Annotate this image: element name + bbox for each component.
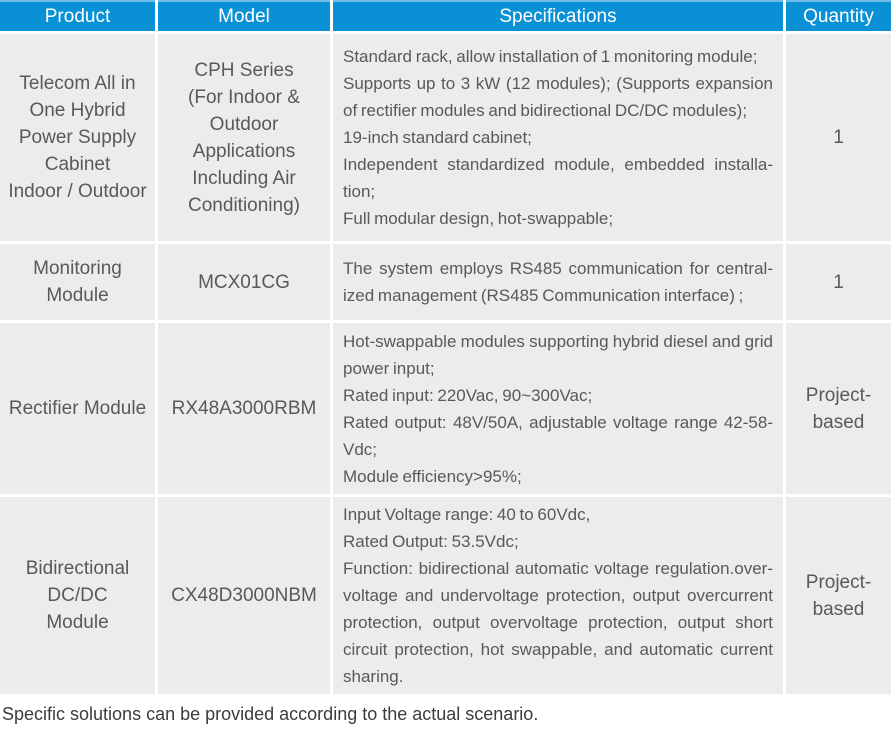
column-header-specifications: Specifications [333, 0, 783, 31]
specs-cell-telecom-cabinet: Standard rack, allow installation of 1 m… [333, 34, 783, 241]
model-cell-cph-series: CPH Series (For Indoor & Outdoor Applicat… [158, 34, 330, 241]
model-cell-mcx01cg: MCX01CG [158, 244, 330, 320]
specs-cell-rectifier-module: Hot-swappable modules supporting hybrid … [333, 323, 783, 494]
model-cell-rx48a3000rbm: RX48A3000RBM [158, 323, 330, 494]
product-spec-table: Product Model Specifications Quantity Te… [0, 0, 891, 694]
quantity-cell-telecom-cabinet: 1 [786, 34, 891, 241]
product-cell-monitoring-module: Monitoring Module [0, 244, 155, 320]
product-cell-telecom-cabinet: Telecom All in One Hybrid Power Supply C… [0, 34, 155, 241]
specs-cell-monitoring-module: The system employs RS485 communication f… [333, 244, 783, 320]
specs-cell-bidirectional-dcdc: Input Voltage range: 40 to 60Vdc, Rated O… [333, 497, 783, 694]
footer-note: Specific solutions can be provided accor… [2, 704, 539, 724]
product-cell-bidirectional-dcdc: Bidirectional DC/DC Module [0, 497, 155, 694]
product-cell-rectifier-module: Rectifier Module [0, 323, 155, 494]
quantity-cell-monitoring-module: 1 [786, 244, 891, 320]
column-header-model: Model [158, 0, 330, 31]
quantity-cell-rectifier-module: Project-based [786, 323, 891, 494]
model-cell-cx48d3000nbm: CX48D3000NBM [158, 497, 330, 694]
column-header-quantity: Quantity [786, 0, 891, 31]
column-header-product: Product [0, 0, 155, 31]
quantity-cell-bidirectional-dcdc: Project-based [786, 497, 891, 694]
